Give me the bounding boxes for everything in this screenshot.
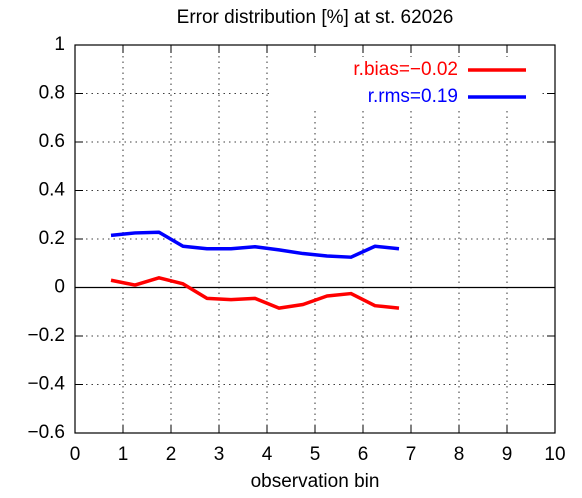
legend-label: r.bias=−0.02 (353, 59, 458, 80)
data-line (110, 230, 400, 259)
x-tick-label: 2 (166, 444, 177, 465)
y-tick-label: 0.8 (39, 83, 65, 104)
y-tick-label: 0.2 (39, 228, 65, 249)
y-tick-label: 1 (54, 34, 65, 55)
x-tick-label: 7 (406, 444, 417, 465)
x-tick-label: 9 (502, 444, 513, 465)
x-tick-label: 0 (70, 444, 81, 465)
x-axis-label: observation bin (251, 471, 380, 492)
x-tick-label: 8 (454, 444, 465, 465)
legend-box (270, 57, 540, 109)
y-tick-label: 0.4 (39, 180, 66, 201)
y-tick-label: −0.2 (27, 325, 65, 346)
x-tick-label: 5 (310, 444, 321, 465)
y-tick-label: −0.6 (27, 422, 65, 443)
y-tick-label: 0.6 (39, 131, 65, 152)
x-tick-label: 4 (262, 444, 273, 465)
plot-frame (74, 44, 556, 434)
y-tick-label: −0.4 (27, 374, 65, 395)
y-tick-label: 0 (54, 277, 65, 298)
x-tick-label: 6 (358, 444, 369, 465)
data-line (110, 276, 400, 310)
legend-label: r.rms=0.19 (368, 86, 458, 107)
chart-title: Error distribution [%] at st. 62026 (177, 7, 454, 28)
x-tick-label: 3 (214, 444, 225, 465)
x-tick-label: 1 (118, 444, 129, 465)
x-tick-label: 10 (544, 444, 565, 465)
